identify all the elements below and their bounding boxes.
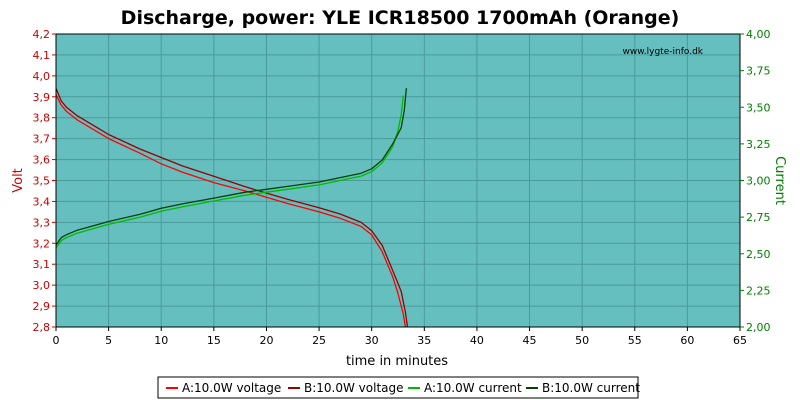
y-right-tick-label: 2,75 [746,211,771,224]
y-right-tick-label: 3,75 [746,65,771,78]
legend-item: B:10.0W voltage [304,381,404,395]
series-line-2 [55,95,404,249]
x-tick-label: 25 [312,334,326,347]
y-left-tick-label: 4,0 [33,70,51,83]
y-right-tick-label: 3,00 [746,175,771,188]
y-left-tick-label: 3,9 [33,91,51,104]
y-left-tick-label: 3,0 [33,279,51,292]
x-tick-label: 20 [259,334,273,347]
y-right-tick-label: 2,50 [746,248,771,261]
x-tick-label: 10 [154,334,168,347]
y-left-tick-label: 4,1 [33,49,51,62]
legend: A:10.0W voltage B:10.0W voltage A:10.0W cu… [157,376,640,399]
x-tick-label: 40 [470,334,484,347]
y-left-tick-label: 3,6 [33,154,51,167]
y-right-tick-label: 3,25 [746,138,771,151]
legend-item: A:10.0W current [424,381,522,395]
series-line-3 [55,88,408,246]
y-left-tick-label: 3,8 [33,112,51,125]
y-left-tick-label: 3,2 [33,237,51,250]
x-tick-label: 15 [207,334,221,347]
x-tick-label: 60 [680,334,694,347]
legend-box [157,376,639,399]
x-tick-label: 45 [523,334,537,347]
x-tick-label: 0 [53,334,60,347]
y-left-tick-label: 3,7 [33,133,51,146]
legend-item: B:10.0W current [542,381,640,395]
x-tick-label: 5 [105,334,112,347]
legend-item: A:10.0W voltage [182,381,281,395]
x-tick-label: 65 [733,334,747,347]
y-left-tick-label: 3,1 [33,258,51,271]
y-right-axis-label: Current [772,156,787,205]
y-left-axis-label: Volt [11,168,26,193]
x-tick-label: 30 [365,334,379,347]
series-line-1 [55,88,409,328]
y-left-tick-label: 4,2 [33,28,51,41]
y-left-tick-label: 3,5 [33,175,51,188]
y-left-tick-label: 2,9 [33,300,51,313]
x-tick-label: 50 [575,334,589,347]
x-tick-label: 35 [417,334,431,347]
y-right-tick-label: 2,25 [746,284,771,297]
x-tick-label: 55 [628,334,642,347]
y-left-axis-ticks: 2,8 2,9 3,0 3,1 3,2 3,3 3,4 3,5 3,6 3,7 3,8 3,9 4,0 4… [33,28,56,334]
y-right-tick-label: 4,00 [746,28,771,41]
x-axis-ticks: 0 5 10 15 20 25 30 35 40 45 50 55 60 65 [53,327,747,347]
series-layer [55,88,409,328]
y-left-tick-label: 3,3 [33,216,51,229]
y-left-tick-label: 2,8 [33,321,51,334]
x-axis-label: time in minutes [346,354,448,369]
watermark-text: www.lygte-info.dk [623,47,704,57]
y-right-tick-label: 2,00 [746,321,771,334]
y-right-tick-label: 3,50 [746,101,771,114]
chart-title: Discharge, power: YLE ICR18500 1700mAh (… [121,7,680,29]
y-left-tick-label: 3,4 [33,195,51,208]
y-right-axis-ticks: 2,00 2,25 2,50 2,75 3,00 3,25 3,50 3,75 4,00 [740,28,771,334]
